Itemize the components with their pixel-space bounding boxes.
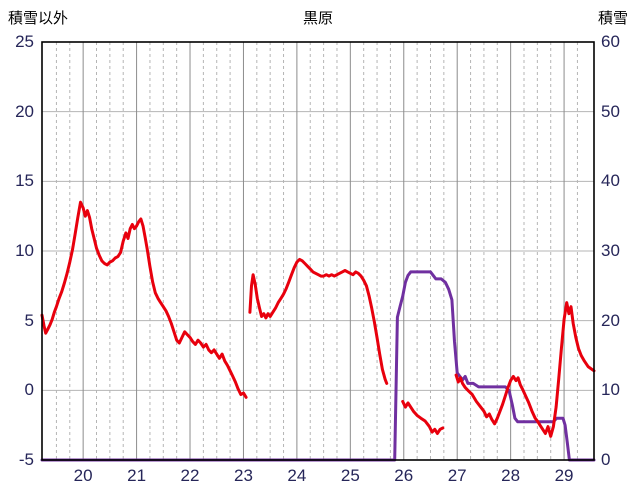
- non-snow-value-line: [40, 200, 248, 399]
- right-axis-tick-label: 60: [601, 32, 620, 51]
- non-snow-value-line: [401, 400, 445, 435]
- x-axis-tick-label: 20: [73, 466, 93, 485]
- left-axis-tick-label: 10: [15, 241, 34, 260]
- non-snow-value-line: [454, 301, 596, 438]
- x-axis-tick-label: 25: [340, 466, 360, 485]
- snow-depth-line: [40, 270, 596, 462]
- right-axis-tick-label: 20: [601, 310, 620, 330]
- right-axis-title: 積雪: [597, 10, 628, 27]
- right-axis-tick-label: 30: [601, 241, 620, 260]
- right-axis-tick-label: 40: [601, 171, 620, 191]
- left-axis-tick-label: 20: [15, 101, 34, 121]
- right-axis-tick-label: 50: [601, 101, 620, 121]
- left-axis-tick-label: -5: [18, 450, 34, 469]
- x-axis-tick-label: 27: [447, 466, 467, 485]
- left-axis-tick-label: 25: [15, 32, 34, 51]
- left-axis-tick-label: 5: [24, 310, 34, 330]
- x-axis-tick-label: 24: [287, 466, 307, 485]
- right-axis-tick-label: 0: [601, 450, 611, 469]
- x-axis-tick-label: 26: [394, 466, 414, 485]
- x-axis-tick-label: 28: [501, 466, 521, 485]
- left-axis-tick-label: 15: [15, 171, 34, 191]
- x-axis-tick-label: 23: [233, 466, 253, 485]
- x-axis-tick-label: 22: [180, 466, 200, 485]
- non-snow-value-line: [248, 257, 389, 385]
- left-axis-tick-label: 0: [24, 380, 34, 400]
- left-axis-title: 積雪以外: [8, 10, 69, 27]
- x-axis-tick-label: 21: [127, 466, 147, 485]
- plot-border: [41, 41, 595, 461]
- x-axis-tick-label: 29: [554, 466, 574, 485]
- chart-title: 黒原: [302, 10, 333, 27]
- right-axis-tick-label: 10: [601, 380, 620, 400]
